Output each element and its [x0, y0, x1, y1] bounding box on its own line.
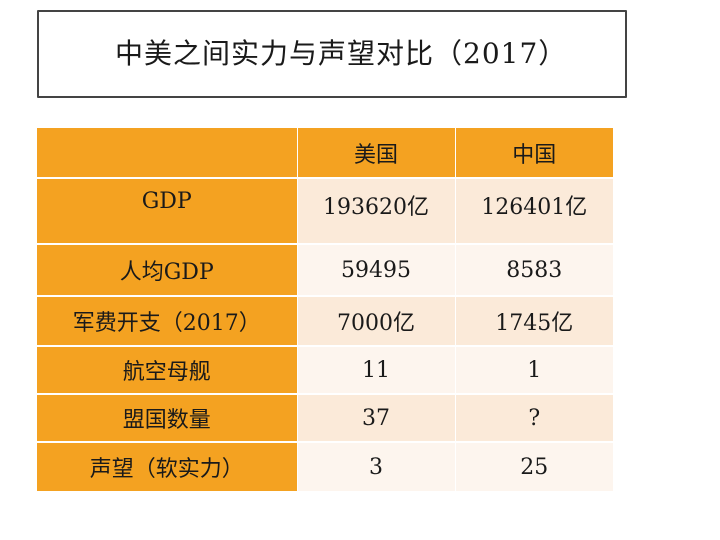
- page-title: 中美之间实力与声望对比（2017）: [115, 37, 568, 70]
- comparison-table: 美国 中国 GDP 193620亿 126401亿 人均GDP 59495 85…: [37, 128, 613, 493]
- cell-china-aircraft-carriers: 1: [455, 346, 613, 395]
- cell-china-soft-power: 25: [455, 442, 613, 493]
- row-label-soft-power: 声望（软实力）: [37, 442, 298, 493]
- cell-usa-allies: 37: [297, 394, 456, 443]
- cell-usa-military-spending: 7000亿: [297, 296, 456, 347]
- row-label-aircraft-carriers: 航空母舰: [37, 346, 298, 395]
- row-label-gdp: GDP: [37, 178, 298, 245]
- table-header-row: 美国 中国: [37, 128, 613, 179]
- row-label-allies: 盟国数量: [37, 394, 298, 443]
- header-china: 中国: [455, 128, 613, 179]
- cell-china-military-spending: 1745亿: [455, 296, 613, 347]
- row-label-gdp-per-capita: 人均GDP: [37, 244, 298, 297]
- table-row: 航空母舰 11 1: [37, 346, 613, 395]
- table-row: 盟国数量 37 ?: [37, 394, 613, 443]
- cell-usa-gdp: 193620亿: [297, 178, 456, 245]
- row-label-military-spending: 军费开支（2017）: [37, 296, 298, 347]
- cell-usa-soft-power: 3: [297, 442, 456, 493]
- table-row: 人均GDP 59495 8583: [37, 244, 613, 297]
- header-usa: 美国: [297, 128, 456, 179]
- title-box: 中美之间实力与声望对比（2017）: [37, 10, 627, 98]
- header-corner-cell: [37, 128, 298, 179]
- cell-china-allies: ?: [455, 394, 613, 443]
- table-row: 军费开支（2017） 7000亿 1745亿: [37, 296, 613, 347]
- cell-usa-aircraft-carriers: 11: [297, 346, 456, 395]
- cell-usa-gdp-per-capita: 59495: [297, 244, 456, 297]
- cell-china-gdp-per-capita: 8583: [455, 244, 613, 297]
- table-row: GDP 193620亿 126401亿: [37, 178, 613, 245]
- cell-china-gdp: 126401亿: [455, 178, 613, 245]
- table-row: 声望（软实力） 3 25: [37, 442, 613, 493]
